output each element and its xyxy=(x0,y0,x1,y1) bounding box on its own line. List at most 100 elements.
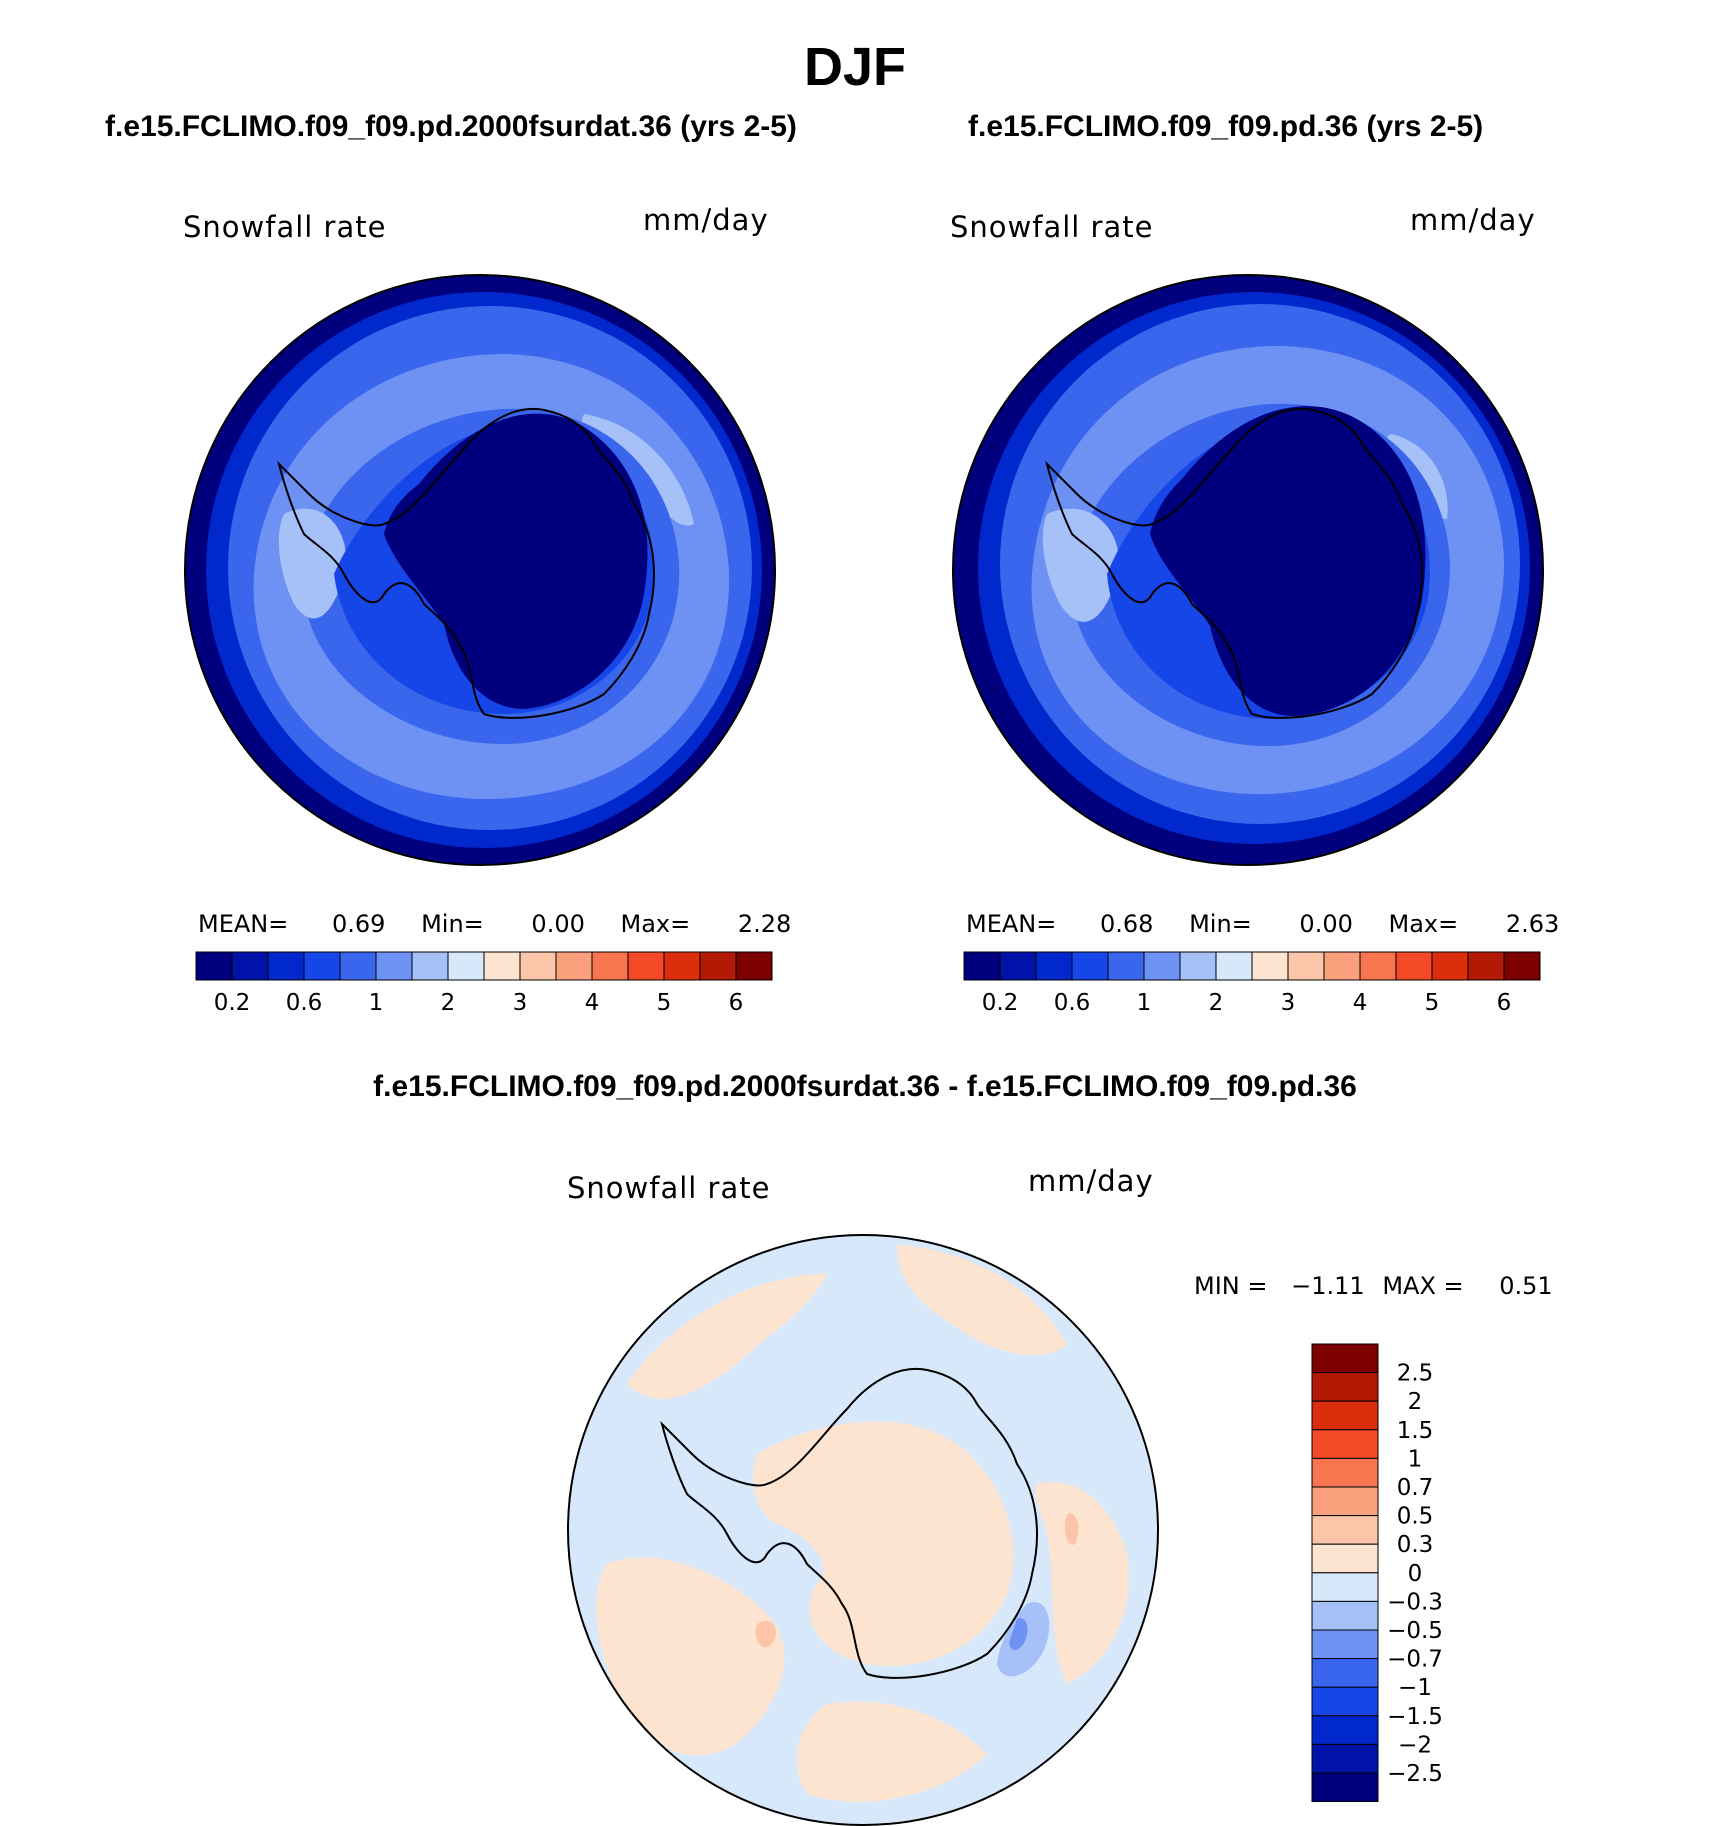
panel-2-min-value: 0.00 xyxy=(1299,910,1353,938)
panel-1-colorbar-tick-label: 3 xyxy=(513,990,528,1016)
panel-1-colorbar-box xyxy=(663,951,701,981)
panel-2-colorbar-box xyxy=(1251,951,1289,981)
panel-3-stats: MIN = −1.11 MAX = 0.51 xyxy=(1194,1272,1553,1300)
panel-1-stats: MEAN= 0.69 Min= 0.00 Max= 2.28 xyxy=(198,910,791,938)
panel-2-colorbar: 0.2 0.6 1 2 3 4 5 6 xyxy=(963,951,1541,1016)
panel-1-colorbar-tick-label: 5 xyxy=(657,990,672,1016)
panel-1-units-label: mm/day xyxy=(643,203,769,237)
panel-1-colorbar-box xyxy=(447,951,485,981)
panel-3-colorbar-box xyxy=(1311,1629,1379,1660)
panel-1-mean-value: 0.69 xyxy=(332,910,386,938)
panel-3-colorbar-box xyxy=(1311,1686,1379,1717)
panel-2-colorbar-tick-label: 5 xyxy=(1425,990,1440,1016)
panel-3-colorbar-box xyxy=(1311,1429,1379,1459)
panel-3-colorbar-box xyxy=(1311,1658,1379,1688)
panel-1-map-border xyxy=(184,274,776,866)
panel-1-mean-label: MEAN= xyxy=(198,910,289,938)
panel-2-colorbar-box xyxy=(1143,951,1181,981)
panel-3-colorbar-tick-label: 2.5 xyxy=(1397,1361,1434,1387)
panel-2-colorbar-box xyxy=(1503,951,1541,981)
panel-1-colorbar-tick-label: 0.2 xyxy=(214,990,251,1016)
panel-2-mean-value: 0.68 xyxy=(1100,910,1154,938)
panel-3-min-label: MIN = xyxy=(1194,1272,1268,1300)
panel-1-min-value: 0.00 xyxy=(531,910,585,938)
panel-3-colorbar-box xyxy=(1311,1572,1379,1602)
panel-1-colorbar-box xyxy=(627,951,665,981)
panel-2-colorbar-box xyxy=(1035,951,1073,981)
panel-2-colorbar-box xyxy=(963,951,1001,981)
panel-3-field-positive-interior xyxy=(753,1421,1014,1666)
panel-3-colorbar-tick-label: 1 xyxy=(1408,1446,1423,1472)
panel-2-map xyxy=(952,274,1544,866)
panel-1-colorbar-tick-label: 4 xyxy=(585,990,600,1016)
panel-1-colorbar-box xyxy=(375,951,413,981)
panel-2-colorbar-box xyxy=(1215,951,1253,981)
panel-3-variable-label: Snowfall rate xyxy=(567,1171,771,1205)
panel-2-colorbar-box xyxy=(1359,951,1397,981)
panel-3-field-positive-e xyxy=(1035,1482,1129,1684)
panel-3-colorbar-box xyxy=(1311,1715,1379,1745)
panel-1-title: f.e15.FCLIMO.f09_f09.pd.2000fsurdat.36 (… xyxy=(105,110,797,143)
panel-1-colorbar-box xyxy=(303,951,341,981)
panel-1-variable-label: Snowfall rate xyxy=(183,210,387,244)
panel-1-colorbar-box xyxy=(411,951,449,981)
panel-3-field-positive-east-edge xyxy=(1064,1513,1079,1545)
panel-1-colorbar-tick-label: 2 xyxy=(441,990,456,1016)
panel-3-colorbar-tick-label: −1 xyxy=(1398,1675,1432,1701)
panel-2-mean-label: MEAN= xyxy=(966,910,1057,938)
panel-1-colorbar-box xyxy=(339,951,377,981)
panel-2-colorbar-box xyxy=(1071,951,1109,981)
panel-3-colorbar-box xyxy=(1311,1372,1379,1402)
panel-1-colorbar-tick-label: 6 xyxy=(729,990,744,1016)
panel-2-colorbar-box xyxy=(1395,951,1433,981)
panel-3-colorbar-box xyxy=(1311,1543,1379,1574)
panel-3-colorbar-tick-label: 2 xyxy=(1408,1389,1423,1415)
panel-1-colorbar-box xyxy=(483,951,521,981)
panel-3-field-positive-nw xyxy=(627,1274,827,1399)
panel-3-units-label: mm/day xyxy=(1028,1164,1154,1198)
panel-2-colorbar-box xyxy=(1467,951,1505,981)
panel-3-colorbar-tick-label: −2.5 xyxy=(1387,1761,1443,1787)
panel-2-variable-label: Snowfall rate xyxy=(950,210,1154,244)
panel-3-field-negative-inner xyxy=(1009,1618,1028,1650)
panel-2-colorbar-tick-label: 2 xyxy=(1209,990,1224,1016)
panel-2-colorbar-box xyxy=(1287,951,1325,981)
panel-1-map xyxy=(184,274,776,866)
panel-2-min-label: Min= xyxy=(1189,910,1252,938)
panel-3-colorbar-box xyxy=(1311,1486,1379,1517)
panel-3-colorbar-box xyxy=(1311,1457,1379,1488)
panel-1-max-value: 2.28 xyxy=(737,910,792,938)
panel-2-units-label: mm/day xyxy=(1410,203,1536,237)
panel-3-colorbar-tick-label: 0 xyxy=(1408,1561,1423,1587)
panel-1-colorbar: 0.2 0.6 1 2 3 4 5 6 xyxy=(195,951,773,1016)
panel-3-colorbar: 2.52 1.51 0.7 0.50.3 0−0.3 −0.5 −0.7−1 −1.5−2 −2… xyxy=(1311,1343,1443,1802)
panel-2-stats: MEAN= 0.68 Min= 0.00 Max= 2.63 xyxy=(966,910,1559,938)
panel-1-colorbar-tick-label: 0.6 xyxy=(286,990,323,1016)
panel-3-colorbar-box xyxy=(1311,1772,1379,1802)
panel-2-field-interior xyxy=(1150,406,1426,716)
panel-3-colorbar-tick-label: −0.3 xyxy=(1387,1589,1443,1615)
panel-2-colorbar-tick-label: 4 xyxy=(1353,990,1368,1016)
panel-3-title: f.e15.FCLIMO.f09_f09.pd.2000fsurdat.36 -… xyxy=(373,1070,1357,1103)
panel-2-colorbar-tick-label: 3 xyxy=(1281,990,1296,1016)
panel-1-colorbar-box xyxy=(519,951,557,981)
panel-1-colorbar-box xyxy=(555,951,593,981)
panel-3-coastline xyxy=(660,1367,1038,1679)
panel-2-colorbar-box xyxy=(1107,951,1145,981)
panel-1-min-label: Min= xyxy=(421,910,484,938)
panel-3-colorbar-box xyxy=(1311,1343,1379,1374)
panel-2-colorbar-box xyxy=(1179,951,1217,981)
panel-3-colorbar-tick-label: 0.3 xyxy=(1397,1532,1434,1558)
panel-2-field-coastal-pale xyxy=(1042,508,1119,622)
panel-1-colorbar-box xyxy=(591,951,629,981)
panel-3-field-positive-sw xyxy=(596,1557,785,1756)
panel-2-coastline xyxy=(1045,407,1423,719)
panel-1-field-interior xyxy=(384,413,648,709)
panel-3-colorbar-box xyxy=(1311,1600,1379,1631)
panel-2-colorbar-box xyxy=(999,951,1037,981)
panel-1-field-coastal-pale xyxy=(278,508,346,619)
panel-1-colorbar-box xyxy=(735,951,773,981)
panel-3-colorbar-tick-label: −0.7 xyxy=(1387,1647,1443,1673)
panel-2-colorbar-tick-label: 1 xyxy=(1137,990,1152,1016)
panel-3-max-label: MAX = xyxy=(1382,1272,1464,1300)
